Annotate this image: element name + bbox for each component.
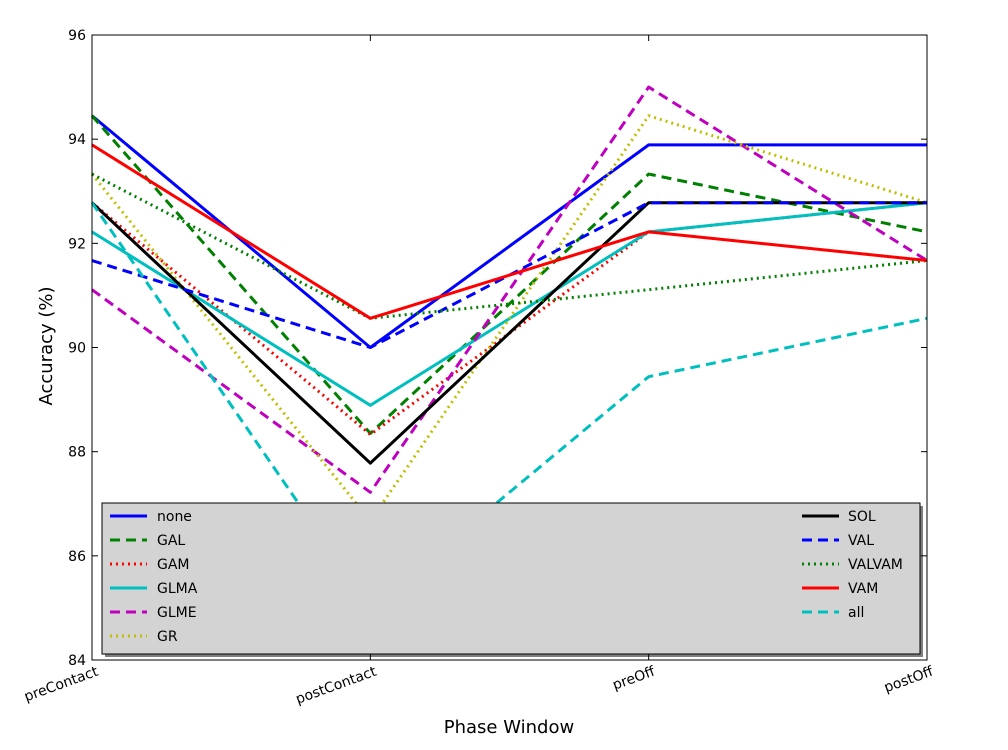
legend-label-glma: GLMA xyxy=(157,581,198,597)
y-axis-label: Accuracy (%) xyxy=(36,286,57,405)
y-tick-label: 84 xyxy=(68,653,86,669)
y-tick-label: 94 xyxy=(68,132,86,148)
legend-label-valvam: VALVAM xyxy=(848,557,903,573)
series-line-glme xyxy=(91,85,928,494)
legend-label-gal: GAL xyxy=(157,533,185,549)
legend-label-gam: GAM xyxy=(157,557,190,573)
x-tick-label: postOff xyxy=(882,664,936,697)
series-line-all xyxy=(90,201,928,610)
series-line-gr xyxy=(90,114,928,523)
y-tick-label: 88 xyxy=(68,445,86,461)
series-line-sol xyxy=(90,201,927,465)
legend-label-glme: GLME xyxy=(157,605,197,621)
series-line-vam xyxy=(91,143,928,320)
series-line-valvam xyxy=(91,172,928,320)
x-tick-label: preOff xyxy=(611,664,658,694)
y-tick-label: 96 xyxy=(68,28,86,44)
y-tick-label: 86 xyxy=(68,549,86,565)
legend-label-vam: VAM xyxy=(848,581,878,597)
x-tick-label: postContact xyxy=(294,664,380,708)
y-tick-label: 90 xyxy=(68,341,86,357)
legend-label-sol: SOL xyxy=(848,509,876,525)
legend-label-gr: GR xyxy=(157,629,178,645)
legend-label-all: all xyxy=(848,605,864,621)
legend-label-val: VAL xyxy=(848,533,874,549)
legend-box xyxy=(101,502,921,655)
legend: none GAL GAM GLMA GLME GR SOL VAL VALVAM VAM all xyxy=(101,502,923,657)
x-tick-label: preContact xyxy=(22,664,101,706)
x-axis-label: Phase Window xyxy=(444,717,574,738)
series-line-none xyxy=(91,114,927,349)
legend-label-none: none xyxy=(157,509,192,525)
series-layer xyxy=(90,85,928,610)
y-tick-label: 92 xyxy=(68,236,86,252)
